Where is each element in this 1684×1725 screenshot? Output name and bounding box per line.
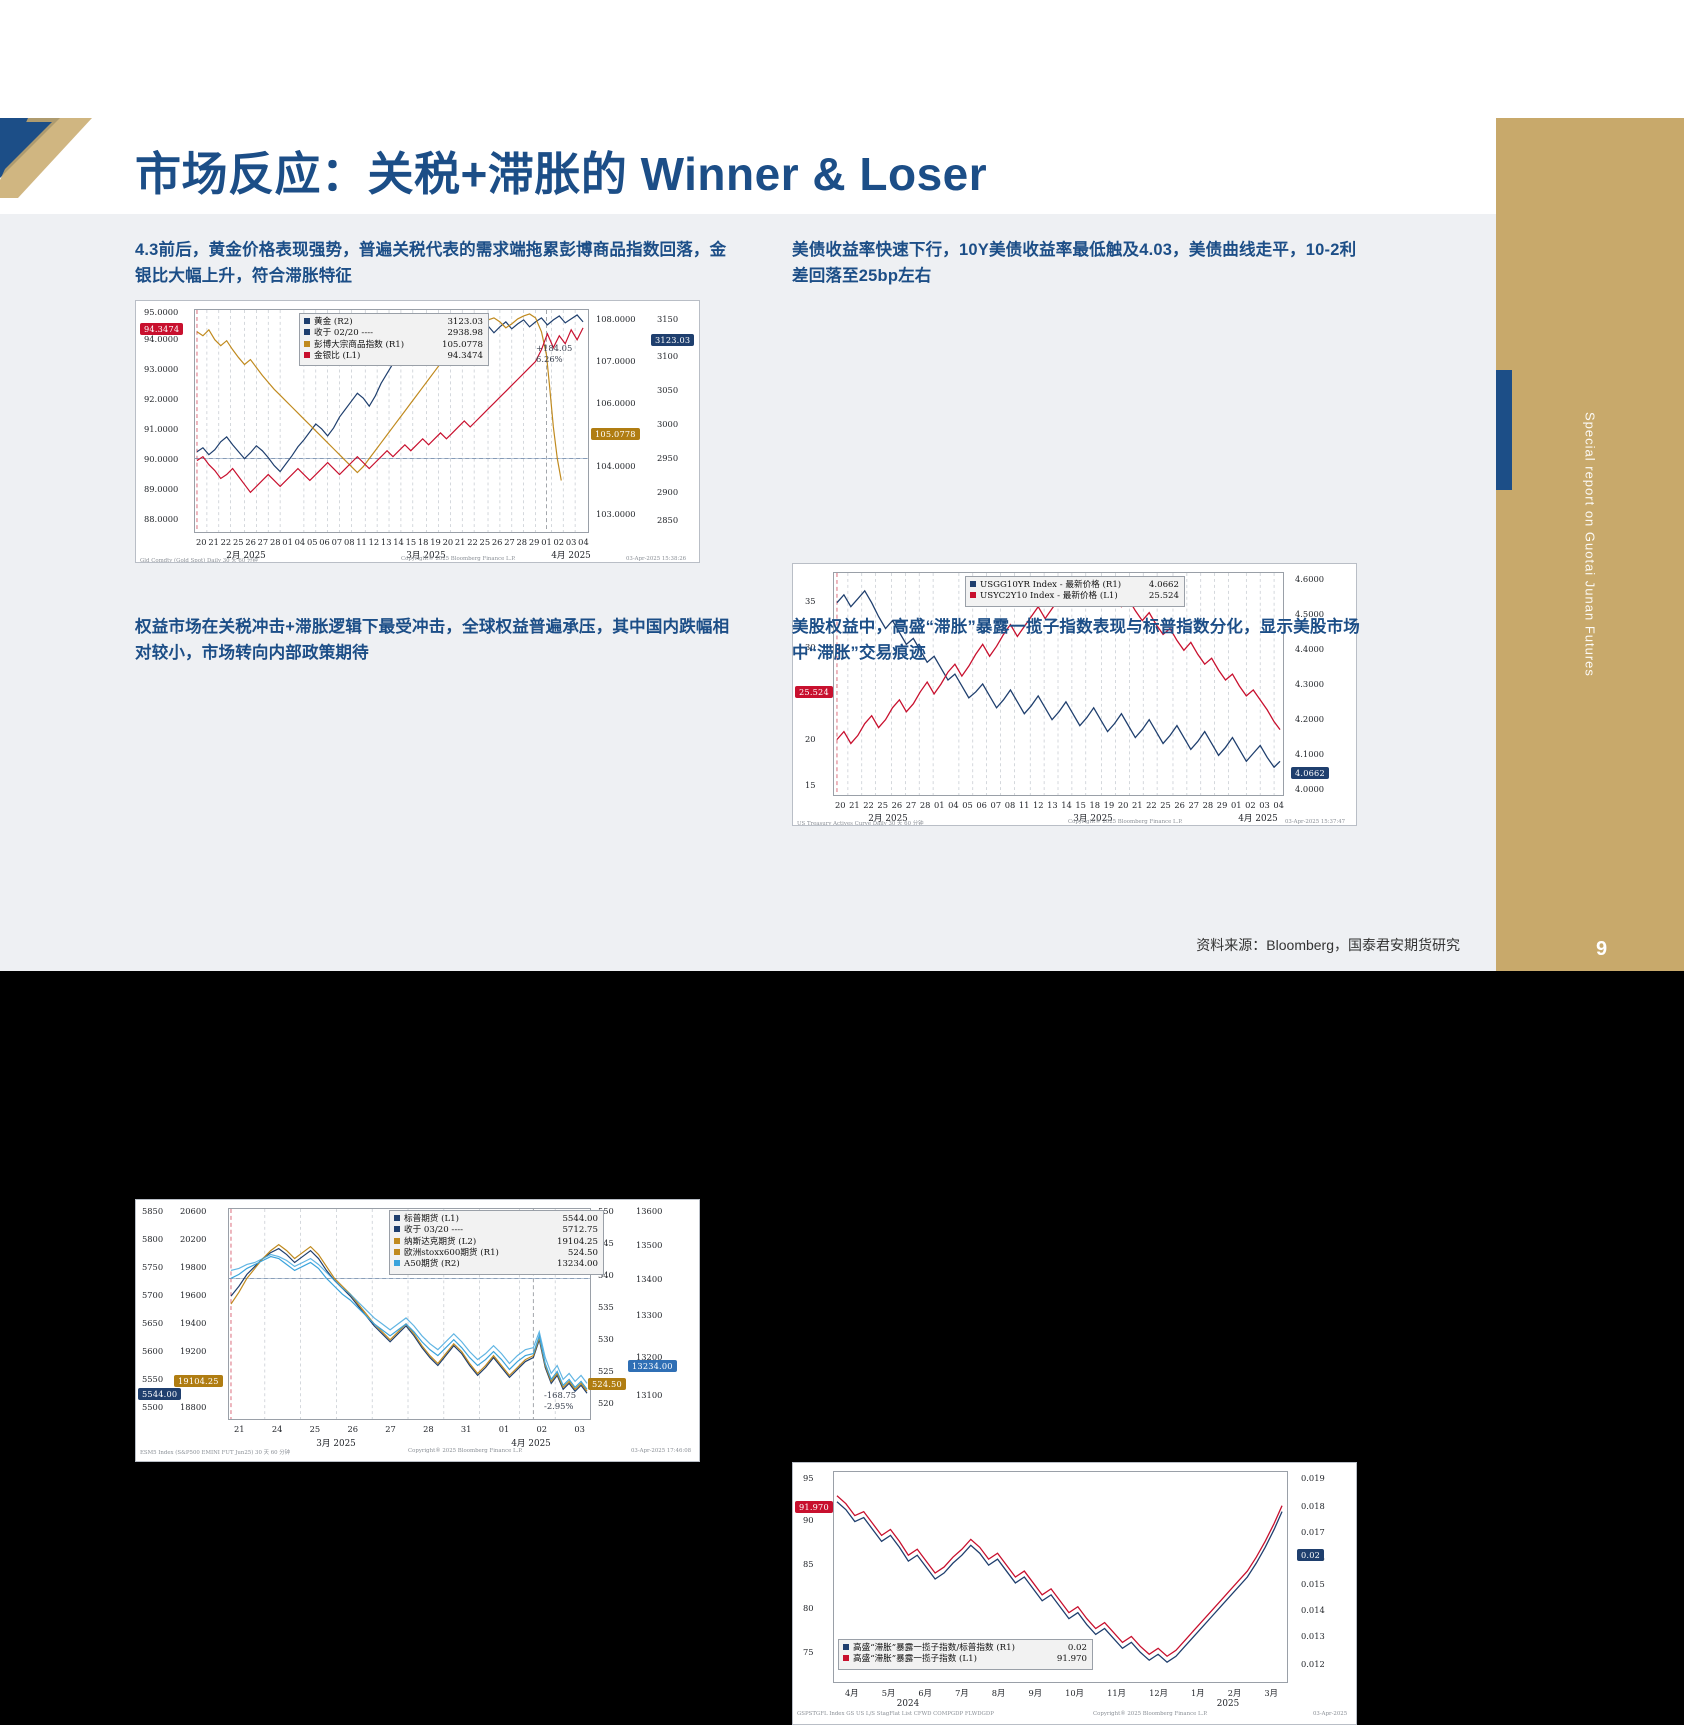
annotation-change-abs: +184.05 — [536, 343, 573, 353]
caption-gold-commodity: 4.3前后，黄金价格表现强势，普遍关税代表的需求端拖累彭博商品指数回落，金银比大… — [135, 241, 727, 285]
tag-spread-10-2: 25.524 — [795, 686, 833, 698]
quadrant-global-equity: 权益市场在关税冲击+滞胀逻辑下最受冲击，全球权益普遍承压，其中国内跌幅相对较小，… — [135, 615, 735, 666]
quadrant-gold-commodity: 4.3前后，黄金价格表现强势，普遍关税代表的需求端拖累彭博商品指数回落，金银比大… — [135, 238, 735, 289]
caption-global-equity: 权益市场在关税冲击+滞胀逻辑下最受冲击，全球权益普遍承压，其中国内跌幅相对较小，… — [135, 618, 730, 662]
right-gold-sidebar — [1496, 118, 1684, 971]
legend-gs-stagflation: 高盛“滞胀”暴露一揽子指数/标普指数 (R1) 0.02 高盛“滞胀”暴露一揽子指… — [838, 1639, 1093, 1670]
bottom-black-band — [0, 971, 1684, 1191]
annotation-change-pct: 6.26% — [536, 353, 563, 364]
tag-gs-basket: 91.970 — [795, 1501, 833, 1513]
tag-nasdaq-futures: 19104.25 — [174, 1375, 223, 1387]
series-lines-2 — [836, 573, 1281, 795]
legend-gold-commodity: 黄金 (R2) 3123.03 收于 02/20 ---- 2938.98 彭博大宗… — [299, 313, 489, 367]
source-note: 资料来源：Bloomberg，国泰君安期货研究 — [1196, 937, 1460, 953]
caption-ust-yields: 美债收益率快速下行，10Y美债收益率最低触及4.03，美债曲线走平，10-2利差… — [792, 241, 1357, 285]
sidebar-blue-notch — [1496, 370, 1512, 490]
chart-gs-stagflation[interactable]: 95 90 85 80 75 0.019 0.018 0.017 0.016 0… — [792, 1462, 1357, 1725]
corner-ribbon-decoration — [0, 118, 120, 214]
annotation-eq-change-pct: -2.95% — [544, 1400, 574, 1411]
tag-a50-futures: 13234.00 — [628, 1360, 677, 1372]
chart-ust-yields[interactable]: 35 30 25 20 15 4.6000 4.5000 4.4000 4.30… — [792, 563, 1357, 826]
tag-gold-silver-ratio: 94.3474 — [140, 323, 184, 335]
legend-global-equity: 标普期货 (L1) 5544.00 收于 03/20 ---- 5712.75 纳斯… — [389, 1210, 604, 1275]
chart-gold-commodity[interactable]: 95.0000 94.0000 93.0000 92.0000 91.0000 … — [135, 300, 700, 563]
tag-commodity-index: 105.0778 — [591, 428, 640, 440]
plot-area-2 — [833, 572, 1284, 796]
tag-10y-yield: 4.0662 — [1291, 767, 1329, 779]
page-title: 市场反应：关税+滞胀的 Winner & Loser — [135, 148, 988, 200]
sidebar-vertical-text: Special report on Guotai Junan Futures — [1496, 118, 1684, 971]
sidebar-label: Special report on Guotai Junan Futures — [1582, 412, 1598, 677]
quadrant-gs-stagflation: 美股权益中，高盛“滞胀”暴露一揽子指数表现与标普指数分化，显示美股市场中“滞胀”… — [792, 615, 1372, 666]
tag-sp-futures: 5544.00 — [138, 1388, 182, 1400]
legend-ust-yields: USGG10YR Index - 最新价格 (R1) 4.0662 USYC2Y1… — [965, 576, 1185, 607]
title-band — [0, 118, 1496, 214]
tag-stoxx600-futures: 524.50 — [588, 1378, 626, 1390]
caption-gs-stagflation: 美股权益中，高盛“滞胀”暴露一揽子指数表现与标普指数分化，显示美股市场中“滞胀”… — [792, 618, 1360, 662]
page-number: 9 — [1596, 938, 1608, 960]
annotation-eq-change-abs: -168.75 — [544, 1390, 577, 1400]
tag-gold-price: 3123.03 — [651, 334, 695, 346]
chart-global-equity[interactable]: 5850 5800 5750 5700 5650 5600 5550 5500 … — [135, 1199, 700, 1462]
quadrant-ust-yields: 美债收益率快速下行，10Y美债收益率最低触及4.03，美债曲线走平，10-2利差… — [792, 238, 1372, 289]
header-band — [0, 0, 1684, 118]
tag-gs-ratio: 0.02 — [1297, 1549, 1325, 1561]
